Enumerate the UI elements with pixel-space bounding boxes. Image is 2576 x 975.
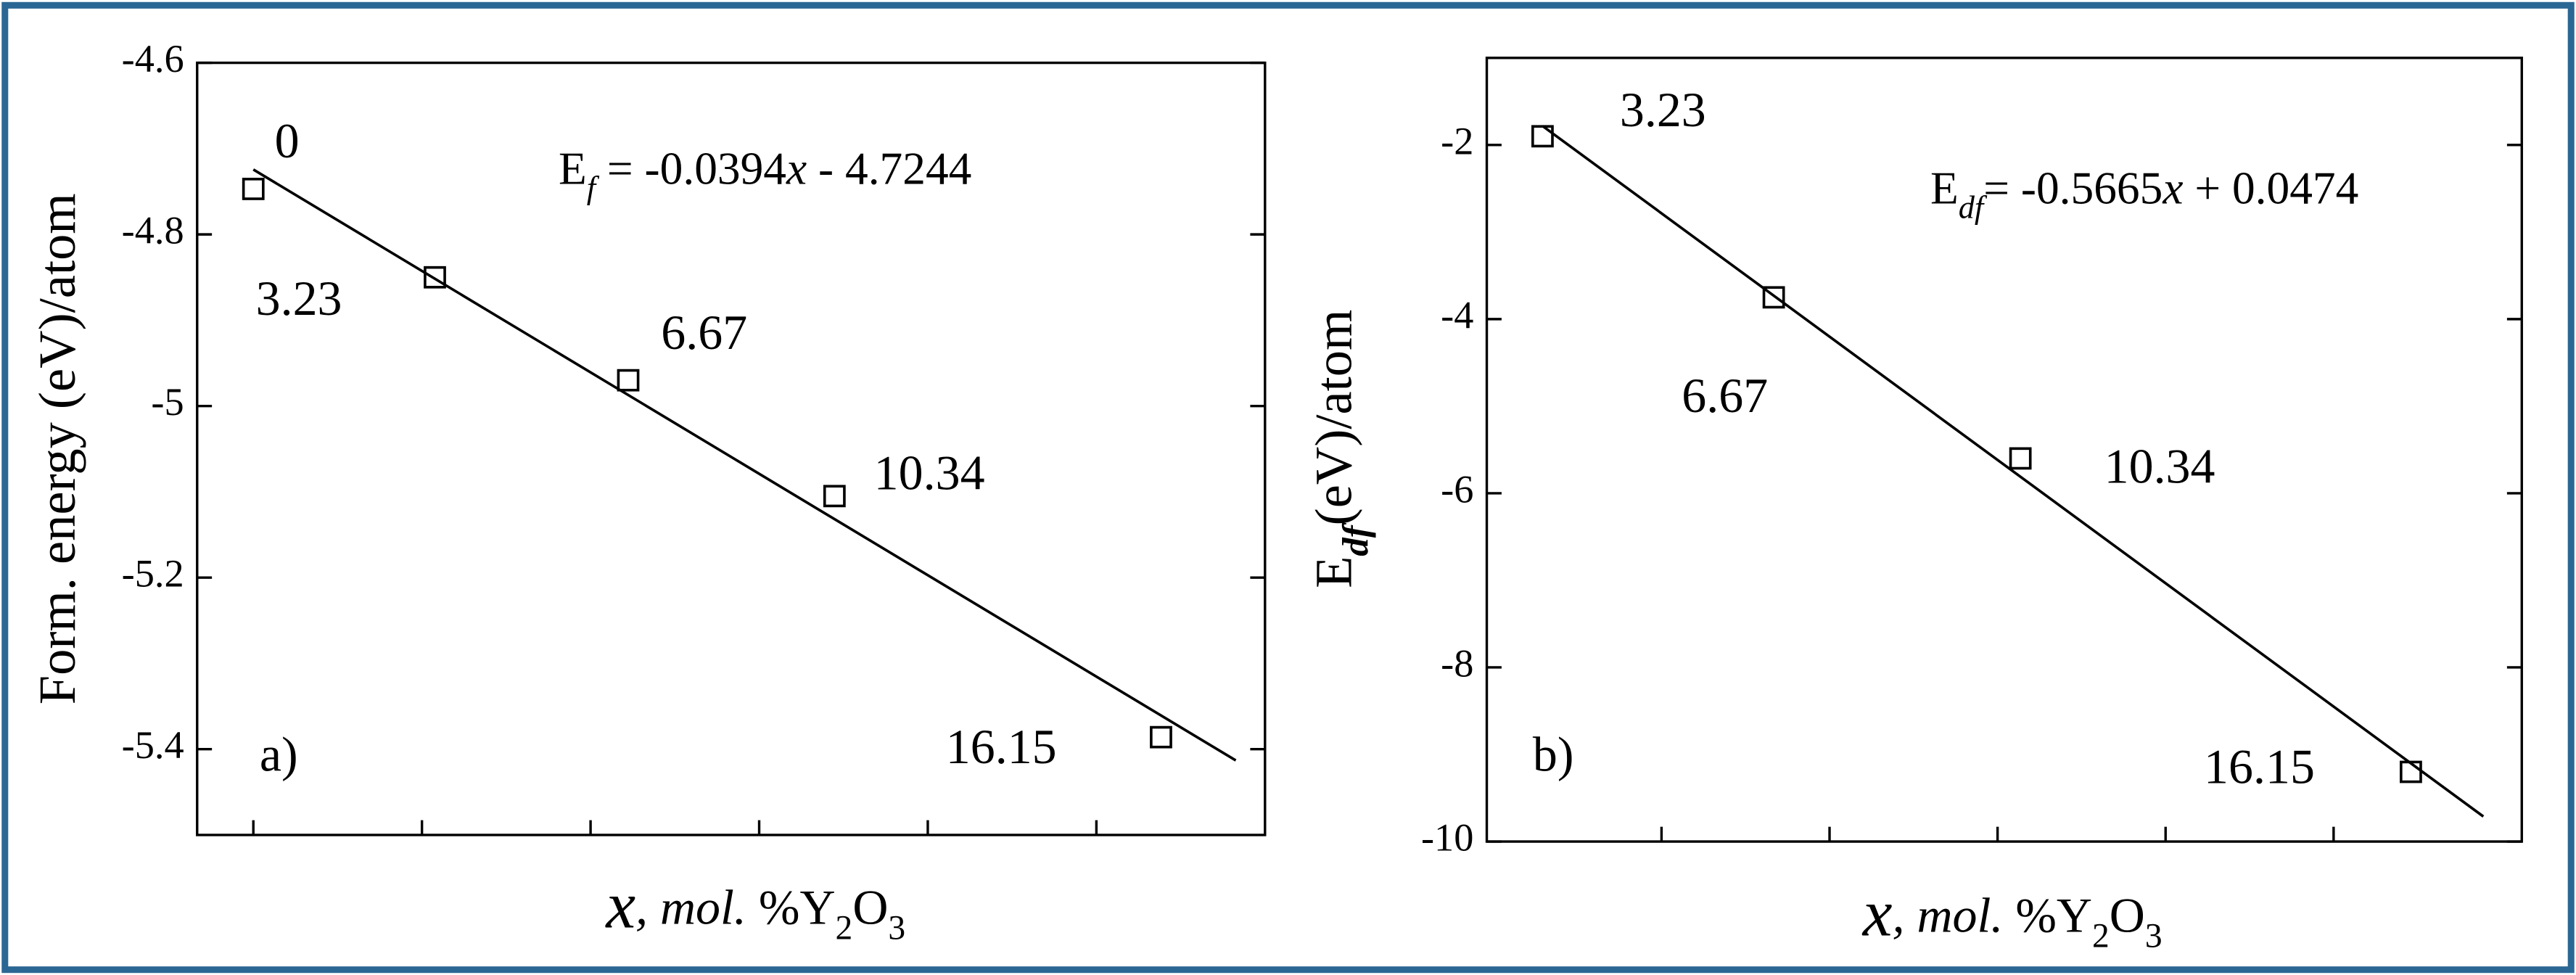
point-label: 16.15 — [2204, 739, 2315, 794]
point-label: 3.23 — [256, 271, 342, 326]
x-axis-title-part: x — [604, 868, 635, 942]
y-tick-label: -10 — [1421, 816, 1473, 860]
y-axis-title-part: df — [1335, 522, 1375, 556]
x-axis-title-part: O — [852, 879, 888, 934]
fit-equation-part: = -0.5665 — [1983, 162, 2163, 213]
x-axis-title-part: 3 — [2145, 918, 2163, 955]
panel-label: b) — [1533, 726, 1574, 781]
x-axis-title-part: 3 — [888, 909, 905, 947]
fit-equation-part: E — [559, 142, 587, 194]
x-axis-title-part: 2 — [2092, 918, 2110, 955]
x-axis-title-part: x — [1861, 876, 1893, 950]
marker — [424, 266, 446, 289]
y-axis-title: Form. energy (eV)/atom — [28, 193, 86, 704]
marker — [2400, 760, 2422, 783]
marker — [1762, 286, 1785, 309]
y-tick-label: -5.2 — [122, 552, 184, 596]
y-tick-label: -2 — [1441, 119, 1473, 162]
x-axis-title-part: %Y — [2015, 887, 2092, 942]
fit-equation-part: = -0.0394 — [596, 142, 786, 194]
plot-frame — [1485, 57, 2523, 843]
fit-equation-part: + 0.0474 — [2184, 162, 2359, 213]
point-label: 6.67 — [1682, 368, 1768, 423]
y-tick-label: -8 — [1441, 641, 1473, 685]
fit-equation-part: - 4.7244 — [807, 142, 971, 194]
point-label: 3.23 — [1620, 82, 1706, 137]
x-axis-title-part: %Y — [759, 879, 836, 934]
y-axis-title-part: (eV)/atom — [1304, 310, 1362, 526]
panel-label: a) — [260, 726, 298, 781]
fit-equation-part: E — [1930, 162, 1959, 213]
y-axis-title-part: Form. energy (eV)/atom — [28, 193, 86, 704]
marker — [617, 369, 640, 392]
fit-line — [252, 168, 1237, 762]
marker — [823, 485, 846, 508]
x-axis-title-part: 2 — [836, 909, 853, 947]
y-tick-label: -4.8 — [122, 209, 184, 252]
marker — [1531, 125, 1554, 148]
point-label: 0 — [275, 113, 300, 168]
fit-equation-part: x — [786, 142, 807, 194]
fit-line — [1542, 125, 2485, 818]
plot-frame — [196, 61, 1267, 836]
y-tick-label: -6 — [1441, 467, 1473, 511]
marker — [2009, 447, 2032, 470]
y-tick-label: -4 — [1441, 293, 1473, 337]
point-label: 16.15 — [946, 719, 1057, 774]
fit-equation: Edf= -0.5665x + 0.0474 — [1930, 162, 2358, 226]
fit-equation-part: df — [1959, 189, 1988, 226]
x-axis-title-part: , mol. — [1893, 887, 2016, 942]
y-axis-title: Edf(eV)/atom — [1304, 310, 1375, 588]
fit-equation: Ef = -0.0394x - 4.7244 — [559, 142, 971, 206]
y-tick-label: -5.4 — [122, 723, 184, 767]
marker — [1150, 725, 1172, 749]
point-label: 10.34 — [874, 445, 985, 501]
x-axis-title: x, mol. %Y2O3 — [1861, 876, 2163, 955]
x-axis-title-part: O — [2110, 887, 2145, 942]
point-label: 10.34 — [2104, 439, 2215, 494]
point-label: 6.67 — [661, 305, 747, 360]
y-axis-title-part: E — [1304, 556, 1362, 588]
y-tick-label: -4.6 — [122, 37, 184, 81]
y-tick-label: -5 — [151, 380, 184, 424]
x-axis-title-part: , mol. — [635, 879, 759, 934]
x-axis-title: x, mol. %Y2O3 — [604, 868, 905, 947]
fit-equation-part: x — [2162, 162, 2183, 213]
marker — [242, 178, 265, 200]
